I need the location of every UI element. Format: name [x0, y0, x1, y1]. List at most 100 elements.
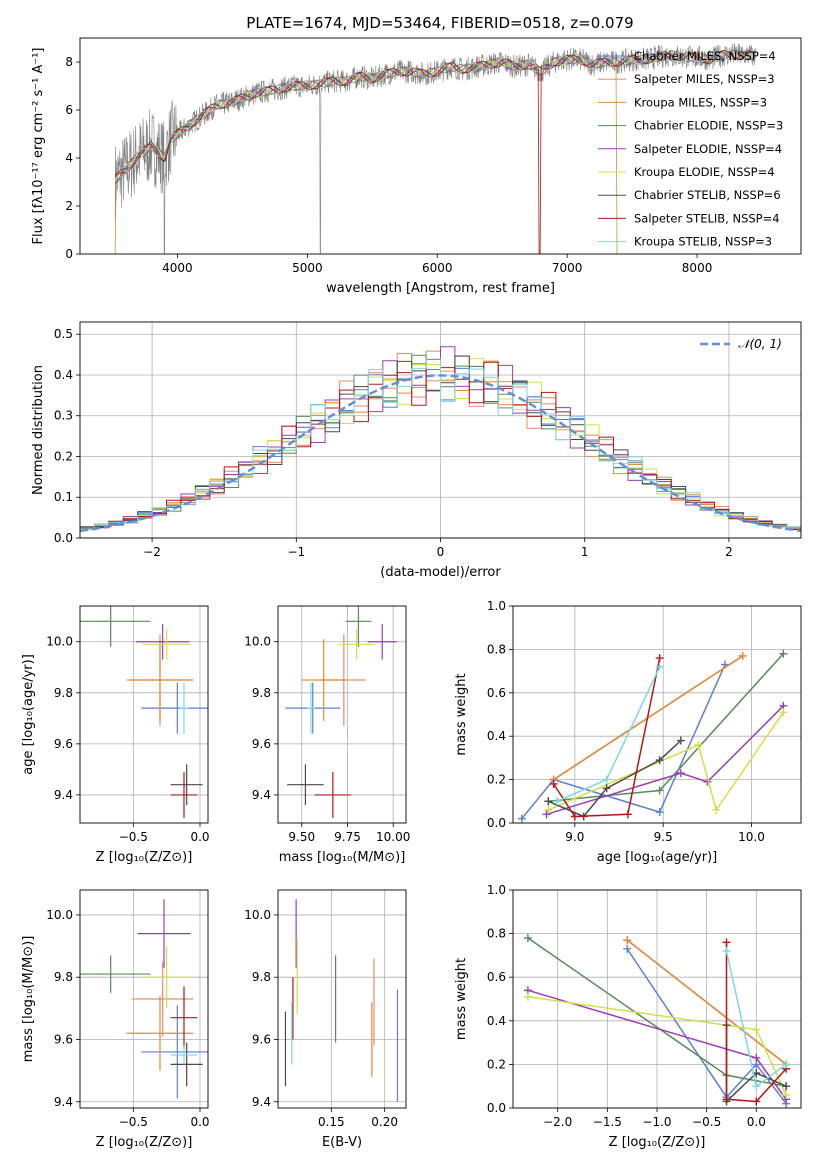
y-tick-label: 0.2: [54, 449, 73, 463]
errorbar-point: [367, 623, 397, 660]
data-marker: [676, 769, 685, 778]
y-tick-label: 0.1: [54, 490, 73, 504]
data-marker: [752, 1082, 761, 1091]
legend-entry: Chabrier MILES, NSSP=4: [634, 49, 776, 63]
age_vs_mass-panel: 9.50 9.75 10.00 9.4 9.6 9.8 10.0 mass [log₁₀(M/…: [244, 605, 410, 865]
errorbar-point: [80, 955, 151, 993]
weight-series-9: [722, 947, 791, 1091]
data-marker: [523, 992, 532, 1001]
y-tick-label: 0.0: [54, 531, 73, 545]
x-tick-label: 9.0: [565, 830, 584, 844]
y-tick-label: 9.6: [252, 737, 271, 751]
legend-entry: 𝒩(0, 1): [738, 337, 782, 351]
mass_vs_Z-frame: [79, 889, 209, 1109]
age_vs_mass-grid: [278, 606, 406, 823]
x-axis-label: Z [log₁₀(Z/Z⊙)]: [609, 1135, 706, 1150]
legend-entry: Salpeter STELIB, NSSP=4: [634, 211, 780, 225]
x-axis-label: age [log₁₀(age/yr)]: [597, 850, 718, 865]
x-tick-label: −0.5: [119, 830, 148, 844]
data-marker: [676, 736, 685, 745]
errorbar-point: [287, 764, 324, 806]
errorbar-point: [180, 682, 188, 734]
legend-entry: Kroupa ELODIE, NSSP=4: [634, 165, 775, 179]
legend-entry: Kroupa STELIB, NSSP=3: [634, 235, 772, 249]
weight_vs_Z-plot-area: [523, 933, 791, 1108]
errorbar-point: [170, 1045, 198, 1065]
data-marker: [779, 649, 788, 658]
errorbar-point: [170, 986, 198, 1049]
y-tick-label: 9.8: [54, 686, 73, 700]
errorbar-point: [141, 1005, 208, 1099]
data-marker: [517, 814, 526, 823]
y-tick-label: 0.3: [54, 409, 73, 423]
mass_vs_Z-plot-area: [80, 899, 208, 1099]
x-tick-label: −1: [287, 545, 305, 559]
x-tick-label: 0.0: [747, 1115, 766, 1129]
x-tick-label: 9.50: [288, 830, 315, 844]
y-tick-label: 9.6: [54, 737, 73, 751]
data-marker: [570, 812, 579, 821]
y-tick-label: 9.8: [252, 686, 271, 700]
x-axis-label: wavelength [Angstrom, rest frame]: [326, 281, 555, 296]
data-marker: [623, 810, 632, 819]
y-tick-label: 10.0: [244, 635, 271, 649]
x-tick-label: 5000: [292, 261, 323, 275]
x-axis-label: mass [log₁₀(M/M⊙)]: [279, 850, 406, 865]
errorbar-point: [141, 682, 208, 734]
age_vs_Z-plot-area: [80, 606, 208, 818]
x-tick-label: 0.15: [318, 1115, 345, 1129]
x-tick-label: 10.0: [738, 830, 765, 844]
y-tick-label: 10.0: [46, 635, 73, 649]
data-marker: [782, 1082, 791, 1091]
data-marker: [544, 797, 553, 806]
x-tick-label: 10.00: [376, 830, 410, 844]
data-marker: [722, 938, 731, 947]
legend-entry: Salpeter MILES, NSSP=3: [634, 72, 775, 86]
data-marker: [782, 1090, 791, 1099]
data-marker: [722, 1095, 731, 1104]
weight_vs_age-panel: 9.0 9.5 10.0 0.0 0.2 0.4 0.6 0.8 1.0 age [log₁₀(a…: [454, 599, 802, 865]
x-tick-label: 7000: [552, 261, 583, 275]
residuals-panel: −2 −1 0 1 2 0.0 0.1 0.2 0.3 0.4 0.5 (data-model)/er…: [31, 321, 802, 580]
errorbar-point: [128, 639, 192, 721]
x-tick-label: 8000: [682, 261, 713, 275]
weight-series-4: [544, 649, 788, 806]
data-marker: [782, 1060, 791, 1069]
age_vs_Z-grid: [80, 606, 208, 823]
errorbar-point: [170, 764, 203, 806]
errorbar-point: [80, 606, 151, 647]
y-tick-label: 0.6: [487, 686, 506, 700]
weight_vs_age-plot-area: [517, 649, 788, 823]
age_vs_Z-frame: [79, 605, 209, 824]
y-tick-label: 4: [65, 151, 73, 165]
mass_vs_EBV-grid: [278, 890, 406, 1108]
model-spectrum-8: [114, 50, 756, 254]
weight-series-9: [553, 662, 664, 806]
y-tick-label: 6: [65, 103, 73, 117]
age_vs_Z-panel: −0.5 0.0 9.4 9.6 9.8 10.0 Z [log₁₀(Z/Z⊙)] age […: [21, 605, 210, 865]
residuals-plot-area: [80, 346, 801, 533]
data-marker: [623, 944, 632, 953]
data-marker: [602, 784, 611, 793]
data-marker: [655, 786, 664, 795]
errorbar-point: [136, 623, 190, 660]
errorbar-point: [345, 606, 372, 647]
mass_vs_EBV-plot-area: [284, 899, 399, 1102]
residuals-frame: [79, 321, 802, 539]
x-tick-label: 0.0: [190, 830, 209, 844]
y-tick-label: 0.8: [487, 642, 506, 656]
x-tick-label: 4000: [162, 261, 193, 275]
model-spectrum-4: [114, 50, 756, 183]
model-spectrum-9: [115, 50, 756, 178]
errorbar-point: [338, 628, 375, 660]
data-marker: [738, 651, 747, 660]
errorbar-point: [126, 995, 194, 1071]
y-tick-label: 0.5: [54, 327, 73, 341]
spectrum-legend: Chabrier MILES, NSSP=4 Salpeter MILES, NS…: [598, 49, 783, 249]
model-spectrum-7: [114, 50, 756, 178]
x-tick-label: −0.5: [692, 1115, 721, 1129]
data-marker: [752, 1097, 761, 1106]
x-axis-label: (data-model)/error: [380, 565, 501, 580]
age_vs_mass-plot-area: [285, 606, 397, 818]
data-marker: [655, 756, 664, 765]
